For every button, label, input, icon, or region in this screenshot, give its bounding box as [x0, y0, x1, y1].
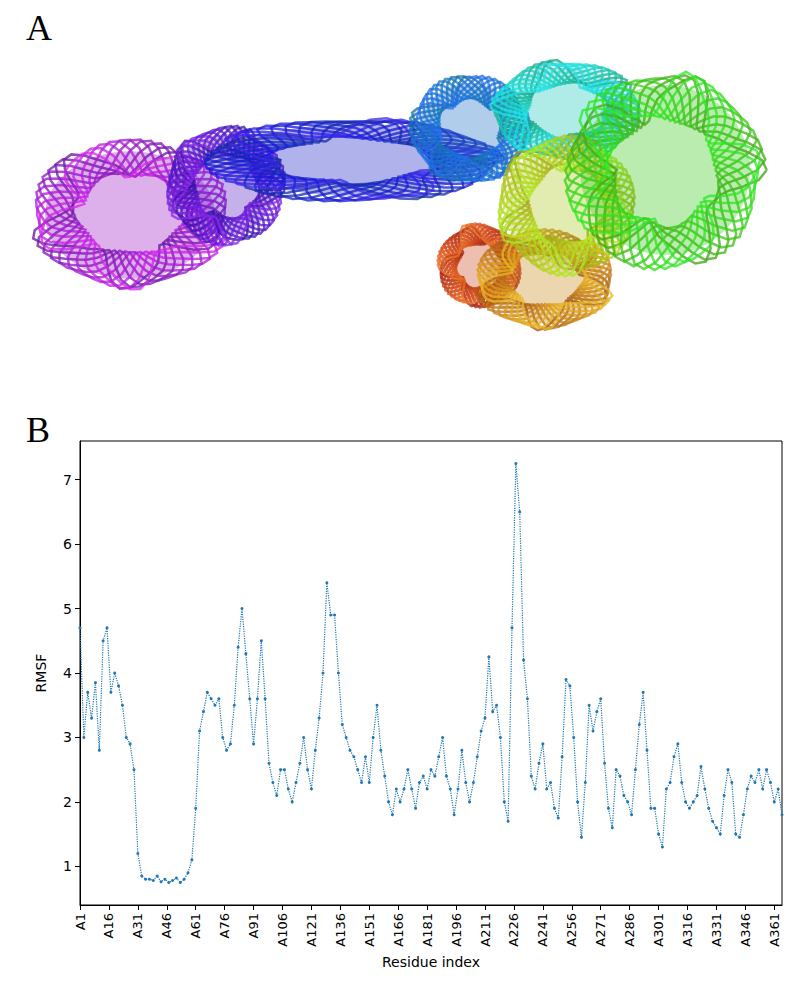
svg-text:3: 3 — [63, 729, 72, 745]
svg-text:2: 2 — [63, 794, 72, 810]
svg-text:A181: A181 — [420, 913, 435, 947]
svg-text:A151: A151 — [362, 913, 377, 947]
svg-text:A76: A76 — [217, 913, 232, 938]
svg-text:A301: A301 — [651, 913, 666, 947]
svg-text:A16: A16 — [101, 913, 116, 938]
svg-text:5: 5 — [63, 601, 72, 617]
html-text:B: B — [26, 410, 50, 450]
svg-text:A196: A196 — [449, 913, 464, 947]
svg-text:RMSF: RMSF — [33, 654, 49, 693]
svg-text:A241: A241 — [535, 913, 550, 947]
svg-text:A286: A286 — [622, 913, 637, 947]
html-text:A: A — [26, 8, 52, 48]
svg-text:A1: A1 — [73, 913, 88, 930]
svg-text:A166: A166 — [391, 913, 406, 947]
svg-text:A91: A91 — [246, 913, 261, 938]
svg-text:A256: A256 — [564, 913, 579, 947]
svg-text:A136: A136 — [333, 913, 348, 947]
svg-text:A46: A46 — [159, 913, 174, 938]
svg-text:A331: A331 — [709, 913, 724, 947]
svg-text:A316: A316 — [680, 913, 695, 947]
svg-text:A226: A226 — [506, 913, 521, 947]
svg-text:A121: A121 — [304, 913, 319, 947]
svg-text:A106: A106 — [275, 913, 290, 947]
svg-text:A31: A31 — [130, 913, 145, 938]
svg-text:1: 1 — [63, 858, 72, 874]
svg-text:7: 7 — [63, 472, 72, 488]
svg-text:A271: A271 — [593, 913, 608, 947]
svg-text:A346: A346 — [738, 913, 753, 947]
svg-text:A211: A211 — [478, 913, 493, 947]
svg-text:Residue index: Residue index — [382, 954, 480, 970]
svg-text:4: 4 — [63, 665, 72, 681]
svg-text:A61: A61 — [188, 913, 203, 938]
svg-text:A361: A361 — [767, 913, 782, 947]
svg-text:6: 6 — [63, 536, 72, 552]
